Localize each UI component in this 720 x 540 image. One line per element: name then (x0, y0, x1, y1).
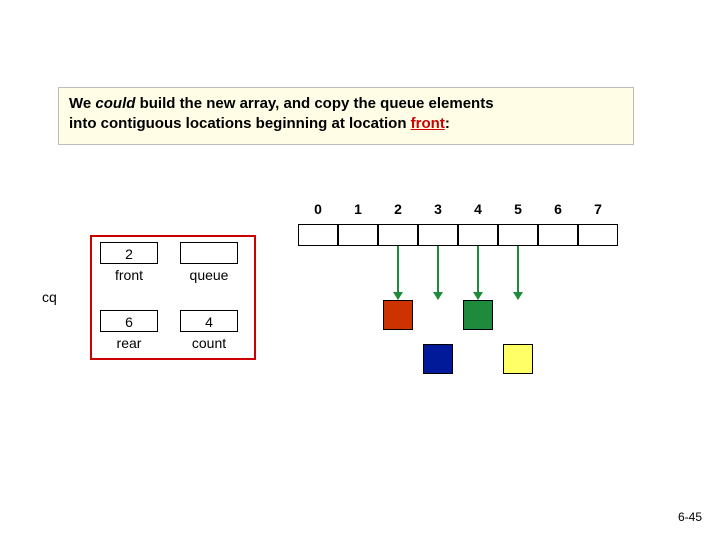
queue-element (463, 300, 493, 330)
copy-arrow (437, 246, 439, 299)
array-cell (578, 224, 618, 246)
array-index-label: 3 (418, 201, 458, 217)
struct-field-value: 2 (100, 242, 158, 264)
array-index-label: 6 (538, 201, 578, 217)
struct-field-value (180, 242, 238, 264)
struct-field-label: rear (100, 332, 158, 354)
struct-field-value: 4 (180, 310, 238, 332)
queue-element (503, 344, 533, 374)
struct-field-label: front (100, 264, 158, 286)
queue-element (383, 300, 413, 330)
array-index-label: 1 (338, 201, 378, 217)
struct-field-label: count (180, 332, 238, 354)
copy-arrow (517, 246, 519, 299)
struct-field-label: queue (180, 264, 238, 286)
queue-element (423, 344, 453, 374)
cq-label: cq (42, 289, 57, 305)
array-index-label: 4 (458, 201, 498, 217)
array-index-label: 2 (378, 201, 418, 217)
slide-number: 6-45 (678, 510, 702, 524)
array-cell (418, 224, 458, 246)
array-cell (538, 224, 578, 246)
array-cell (298, 224, 338, 246)
description-box: We could build the new array, and copy t… (58, 87, 634, 145)
array-index-label: 7 (578, 201, 618, 217)
array-index-label: 5 (498, 201, 538, 217)
array-cell (498, 224, 538, 246)
copy-arrow (477, 246, 479, 299)
array-index-label: 0 (298, 201, 338, 217)
array-cell (458, 224, 498, 246)
copy-arrow (397, 246, 399, 299)
desc-text: We could build the new array, and copy t… (69, 95, 494, 132)
struct-field-value: 6 (100, 310, 158, 332)
array-cell (378, 224, 418, 246)
array-cell (338, 224, 378, 246)
